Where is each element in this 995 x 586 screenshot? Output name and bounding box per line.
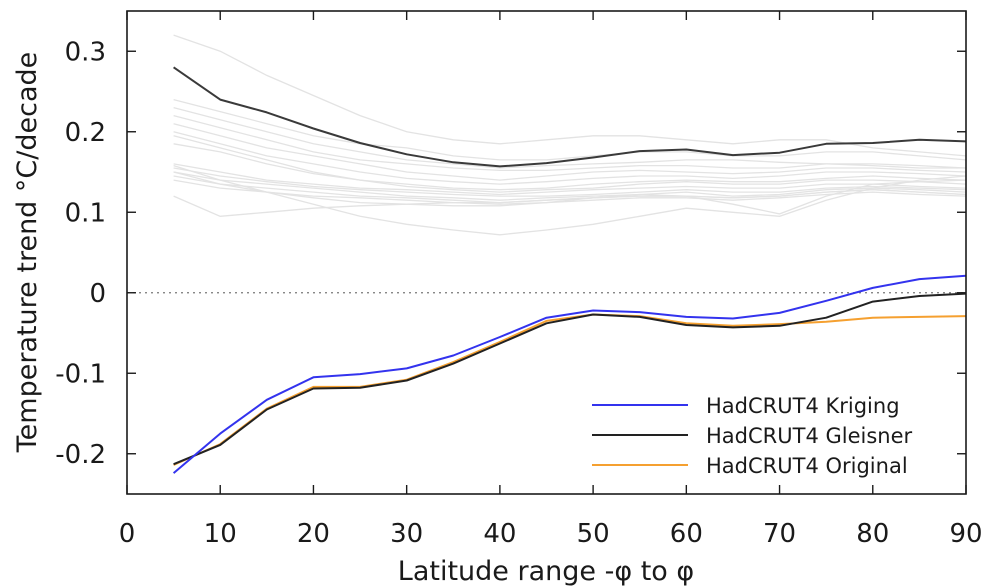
background-series-line-0 — [173, 34, 966, 157]
axis-ticks-group — [126, 11, 967, 494]
x-tick-label: 30 — [390, 519, 423, 549]
background-series-line-4 — [173, 123, 966, 181]
background-series-line-13 — [173, 189, 966, 217]
background-series-line-5 — [173, 131, 966, 185]
background-series-group — [173, 34, 966, 236]
y-tick-label: 0 — [89, 279, 106, 309]
background-series-line-9 — [173, 167, 966, 197]
legend-label: HadCRUT4 Original — [706, 454, 908, 478]
x-tick-label: 90 — [949, 519, 982, 549]
series-line-original — [173, 313, 966, 466]
legend: HadCRUT4 Kriging HadCRUT4 Gleisner HadCRUT… — [592, 394, 913, 478]
main-series-group — [172, 66, 966, 474]
background-series-line-3 — [173, 114, 966, 172]
series-line-kriging — [172, 274, 966, 474]
x-tick-label: 80 — [856, 519, 889, 549]
x-tick-label: 40 — [483, 519, 516, 549]
background-series-line-14 — [173, 164, 966, 236]
y-tick-label: -0.2 — [55, 440, 106, 470]
x-axis-label: Latitude range -φ to φ — [398, 556, 694, 586]
x-tick-label: 10 — [204, 519, 237, 549]
x-tick-label: 60 — [670, 519, 703, 549]
background-series-line-7 — [173, 143, 966, 193]
x-tick-label: 50 — [577, 519, 610, 549]
y-axis-label: Temperature trend °C/decade — [12, 52, 43, 454]
x-tick-label: 0 — [119, 519, 136, 549]
plot-frame — [126, 10, 967, 495]
y-tick-label: -0.1 — [55, 359, 106, 389]
series-line-gleisner — [173, 292, 966, 466]
y-tick-label: 0.2 — [65, 118, 106, 148]
y-tick-label: 0.3 — [65, 37, 106, 67]
legend-label: HadCRUT4 Kriging — [706, 394, 900, 418]
x-tick-label: 70 — [763, 519, 796, 549]
background-series-line-10 — [173, 171, 966, 201]
background-series-line-1 — [173, 98, 966, 161]
background-series-line-15 — [173, 171, 966, 215]
legend-label: HadCRUT4 Gleisner — [706, 424, 913, 448]
series-line-upper-dark — [173, 66, 966, 168]
background-series-line-6 — [173, 135, 966, 191]
background-series-line-8 — [173, 163, 966, 196]
x-tick-label: 20 — [297, 519, 330, 549]
y-tick-label: 0.1 — [65, 198, 106, 228]
tick-labels-group: 0 10 20 30 40 50 60 70 80 90 -0.2 -0.1 0 0.1 0.2 0.3 — [55, 37, 982, 549]
